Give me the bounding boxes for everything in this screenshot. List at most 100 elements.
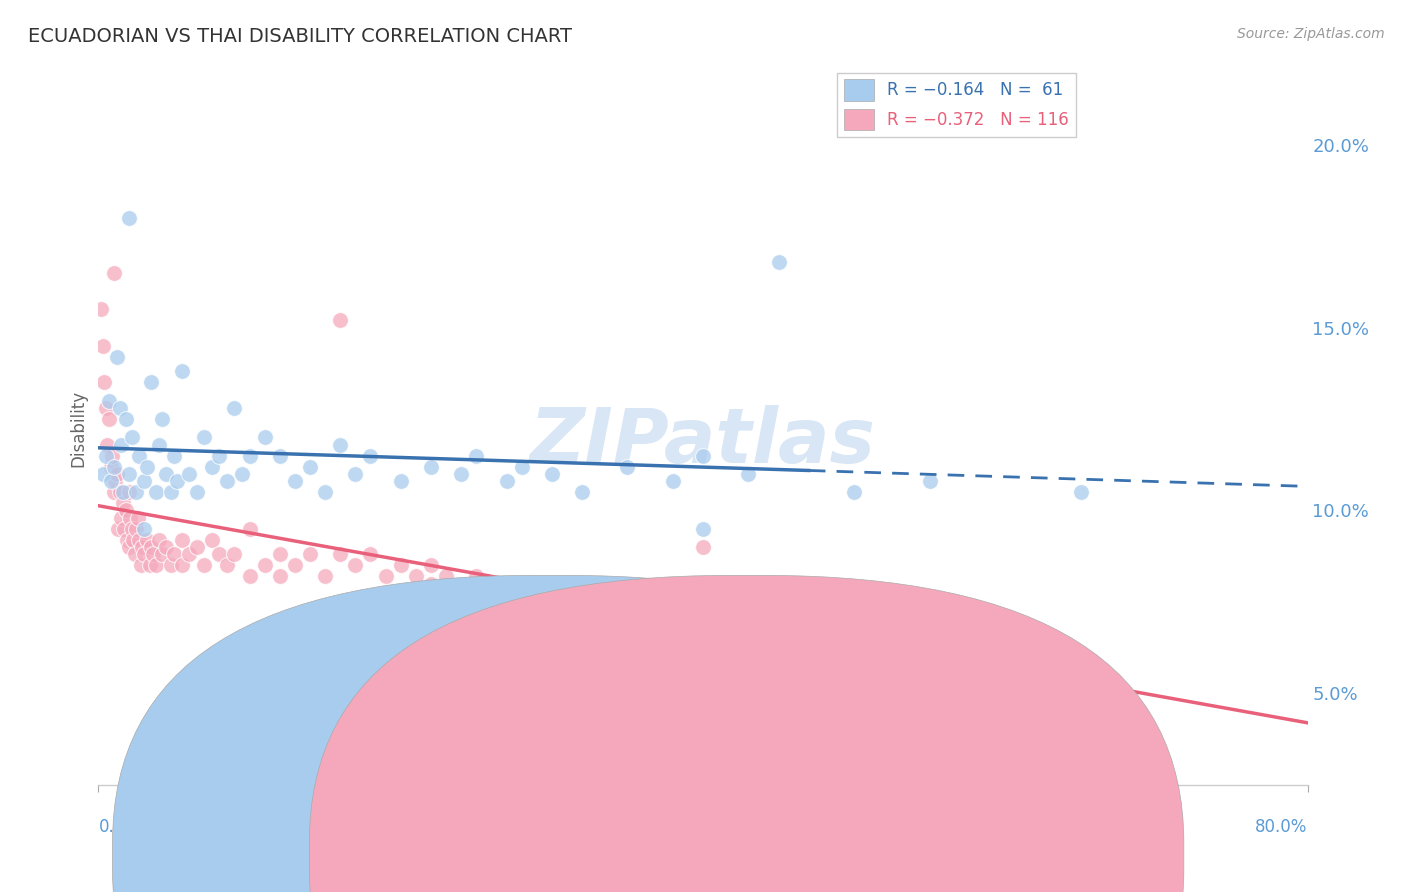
Point [135,459,157,474]
Point [450,584,472,599]
Point [98,412,121,426]
Point [707,613,730,627]
Point [904,632,927,646]
Point [224,401,246,415]
Point [186,540,208,554]
Point [115,533,138,547]
Point [100,474,122,488]
Point [661,474,683,488]
Point [465,705,488,719]
Point [111,496,134,510]
Point [155,467,177,481]
Point [783,613,806,627]
Point [450,467,472,481]
Point [239,449,262,463]
Point [186,485,208,500]
Point [129,558,152,573]
Point [858,621,880,635]
Point [170,533,193,547]
Point [540,715,562,730]
Point [118,540,141,554]
Point [540,467,562,481]
Point [692,522,714,536]
Point [586,584,609,599]
Point [93,376,115,390]
Point [139,558,162,573]
Point [360,449,382,463]
Point [114,412,136,426]
Point [602,595,624,609]
Point [150,412,173,426]
Point [224,548,246,562]
Point [768,606,790,620]
Point [125,522,148,536]
Point [141,376,163,390]
Point [145,558,167,573]
Point [979,649,1001,664]
Text: 80.0%: 80.0% [1256,818,1308,836]
Point [389,474,412,488]
Point [481,584,503,599]
Point [135,533,157,547]
Point [314,569,336,583]
Point [949,642,972,657]
Point [208,449,231,463]
Point [253,558,276,573]
Point [269,449,291,463]
Point [148,533,170,547]
Point [132,522,155,536]
Point [374,569,396,583]
Point [631,595,654,609]
Point [94,449,117,463]
Point [170,558,193,573]
Point [103,266,125,280]
Point [110,437,132,451]
Point [231,467,253,481]
Point [344,467,367,481]
Point [193,558,215,573]
Point [142,548,165,562]
Point [768,657,790,672]
Point [934,632,956,646]
Point [360,548,382,562]
Point [661,595,683,609]
Point [420,459,443,474]
Point [526,576,548,591]
Point [160,485,183,500]
Point [96,437,118,451]
Point [104,474,127,488]
Point [813,613,835,627]
Point [344,558,367,573]
Point [676,606,699,620]
Point [110,511,132,525]
Point [160,558,183,573]
Point [510,595,533,609]
Point [495,474,517,488]
Point [208,548,231,562]
Point [111,485,134,500]
Point [723,606,745,620]
Point [127,511,149,525]
Text: Ecuadorians: Ecuadorians [571,849,672,867]
Point [616,606,638,620]
Point [389,558,412,573]
Point [918,474,941,488]
Point [193,430,215,444]
Point [105,467,128,481]
Point [329,437,352,451]
Point [873,632,896,646]
Point [1070,668,1092,682]
Point [131,540,153,554]
Point [571,595,593,609]
Point [420,558,443,573]
Point [120,511,142,525]
Point [994,642,1017,657]
Point [299,459,322,474]
Legend: R = −0.164   N =  61, R = −0.372   N = 116: R = −0.164 N = 61, R = −0.372 N = 116 [837,72,1076,137]
Text: Source: ZipAtlas.com: Source: ZipAtlas.com [1237,27,1385,41]
Point [828,621,851,635]
Point [121,522,143,536]
Point [571,485,593,500]
Point [434,569,457,583]
Point [737,467,759,481]
